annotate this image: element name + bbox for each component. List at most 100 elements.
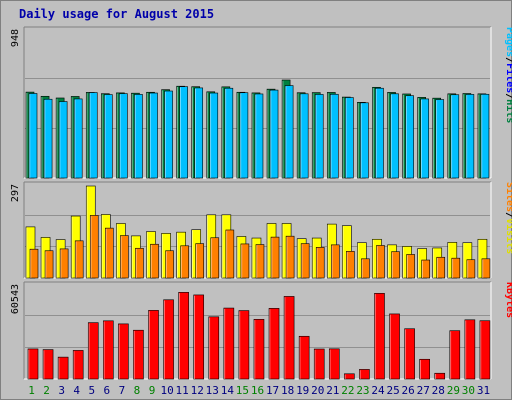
x-tick-label: 9	[149, 384, 156, 397]
chart-title: Daily usage for August 2015	[19, 7, 215, 21]
files-bar	[375, 87, 384, 179]
x-tick-label: 6	[104, 384, 111, 397]
sites-bar	[361, 258, 370, 279]
files-bar	[299, 93, 309, 179]
files-bar	[329, 93, 339, 179]
kbytes-bar	[133, 329, 144, 380]
kbytes-bar	[404, 328, 415, 380]
sites-bar	[436, 256, 446, 279]
kbytes-bar	[87, 322, 99, 380]
files-bar	[465, 94, 475, 179]
kbytes-bar	[464, 319, 476, 380]
x-tick-label: 15	[236, 384, 249, 397]
x-tick-label: 22	[341, 384, 354, 397]
x-tick-label: 28	[432, 384, 445, 397]
sites-bar	[44, 250, 54, 279]
legend-separator: /	[504, 57, 512, 63]
sites-bar	[270, 236, 280, 279]
sites-bar	[210, 237, 220, 279]
x-tick-label: 1	[28, 384, 35, 397]
files-bar	[390, 93, 399, 179]
sites-bar	[421, 259, 430, 279]
sites-bar	[180, 245, 189, 279]
files-bar	[194, 87, 204, 179]
files-bar	[314, 94, 324, 179]
kbytes-bar	[328, 348, 340, 380]
kbytes-bar	[253, 319, 265, 380]
kbytes-bar	[449, 330, 461, 380]
legend-item-hits: Hits	[504, 99, 512, 123]
legend-separator: /	[504, 93, 512, 99]
files-bar	[284, 85, 294, 179]
x-tick-label: 21	[326, 384, 339, 397]
sites-bar	[346, 251, 355, 279]
files-bar	[104, 94, 113, 179]
files-bar	[405, 95, 414, 179]
kbytes-bar	[193, 294, 205, 380]
x-tick-label: 24	[371, 384, 385, 397]
x-tick-label: 30	[462, 384, 475, 397]
files-bar	[73, 98, 83, 179]
sites-bar	[315, 247, 325, 279]
files-bar	[345, 97, 354, 179]
files-bar	[149, 92, 158, 179]
kbytes-bar	[42, 349, 54, 380]
files-bar	[435, 99, 445, 179]
sites-bar	[376, 245, 385, 279]
x-tick-label: 7	[119, 384, 126, 397]
legend: KBytes	[504, 282, 512, 318]
sites-bar	[406, 254, 415, 279]
x-tick-label: 18	[281, 384, 294, 397]
kbytes-bar	[148, 310, 159, 380]
kbytes-bar	[374, 293, 385, 380]
legend-item-sites: Sites	[504, 182, 512, 212]
sites-bar	[74, 240, 84, 279]
x-tick-label: 20	[311, 384, 324, 397]
legend-separator: /	[504, 212, 512, 218]
kbytes-bar	[27, 348, 39, 380]
kbytes-bar	[419, 358, 430, 380]
x-tick-label: 27	[417, 384, 430, 397]
y-max-label: 60543	[10, 284, 21, 314]
files-bar	[134, 94, 143, 179]
kbytes-bar	[268, 308, 280, 380]
kbytes-bar	[163, 299, 174, 380]
legend-item-visits: Visits	[504, 218, 512, 254]
x-tick-label: 8	[134, 384, 141, 397]
kbytes-bar	[298, 335, 310, 380]
legend-item-pages: Pages	[504, 27, 512, 57]
x-tick-label: 19	[296, 384, 309, 397]
sites-bar	[105, 227, 114, 279]
sites-bar	[120, 235, 129, 279]
files-bar	[254, 93, 264, 179]
x-tick-label: 5	[88, 384, 95, 397]
kbytes-bar	[313, 348, 325, 380]
kbytes-bar	[178, 292, 189, 380]
sites-bar	[135, 247, 144, 279]
x-tick-label: 10	[160, 384, 173, 397]
sites-bar	[330, 244, 340, 279]
sites-bar	[89, 215, 99, 279]
sites-bar	[225, 229, 235, 279]
x-tick-label: 2	[43, 384, 50, 397]
kbytes-bar	[118, 323, 129, 380]
kbytes-bar	[283, 296, 295, 380]
x-tick-label: 17	[266, 384, 279, 397]
kbytes-bar	[72, 350, 84, 380]
kbytes-bar	[208, 316, 220, 380]
sites-bar	[451, 257, 461, 279]
files-bar	[43, 98, 53, 179]
kbytes-bar	[238, 310, 250, 380]
kbytes-bar	[479, 320, 491, 380]
files-bar	[450, 94, 460, 179]
files-bar	[239, 92, 249, 179]
files-bar	[164, 90, 173, 179]
files-bar	[420, 98, 429, 179]
sites-bar	[240, 243, 250, 279]
files-bar	[269, 89, 279, 179]
x-tick-label: 3	[58, 384, 65, 397]
x-tick-label: 12	[191, 384, 204, 397]
files-bar	[58, 101, 68, 179]
